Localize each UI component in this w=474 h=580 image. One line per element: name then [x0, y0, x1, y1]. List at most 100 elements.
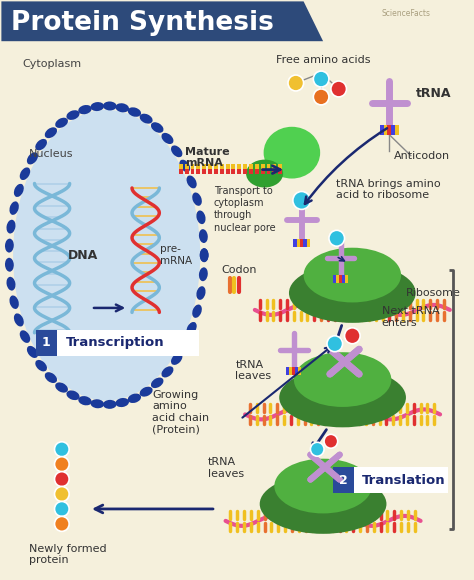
Ellipse shape [45, 372, 57, 383]
Text: tRNA: tRNA [416, 87, 451, 100]
Bar [273, 169, 276, 173]
Text: DNA: DNA [68, 249, 98, 262]
Text: Next tRNA
enters: Next tRNA enters [382, 306, 439, 328]
Text: Ribosome: Ribosome [406, 288, 461, 298]
Ellipse shape [91, 399, 104, 408]
Text: tRNA
leaves: tRNA leaves [208, 457, 244, 479]
Ellipse shape [20, 330, 30, 343]
Bar [255, 164, 259, 169]
Bar [387, 125, 392, 135]
Bar [342, 276, 345, 283]
Ellipse shape [91, 102, 104, 111]
Bar [214, 169, 218, 173]
Polygon shape [1, 1, 323, 41]
Circle shape [55, 442, 69, 456]
Bar [196, 169, 200, 173]
Bar [278, 164, 282, 169]
Bar [185, 169, 189, 173]
Ellipse shape [264, 127, 320, 179]
Bar [243, 164, 247, 169]
Text: Cytoplasm: Cytoplasm [23, 59, 82, 69]
Ellipse shape [303, 248, 401, 302]
Bar [237, 169, 241, 173]
Ellipse shape [192, 193, 202, 206]
Ellipse shape [78, 105, 91, 114]
Bar [36, 330, 57, 356]
Ellipse shape [116, 103, 129, 113]
Bar [231, 169, 236, 173]
Bar [231, 164, 236, 169]
Ellipse shape [151, 122, 164, 133]
Bar [220, 169, 224, 173]
Ellipse shape [180, 160, 190, 172]
Ellipse shape [171, 146, 182, 157]
Ellipse shape [171, 353, 182, 365]
Bar [286, 367, 289, 375]
Ellipse shape [55, 382, 68, 393]
Bar [333, 276, 336, 283]
Ellipse shape [200, 248, 209, 262]
Bar [278, 169, 282, 173]
Bar [345, 276, 348, 283]
Circle shape [55, 472, 69, 487]
Circle shape [327, 336, 343, 351]
Bar [380, 125, 383, 135]
Bar [202, 164, 206, 169]
Ellipse shape [103, 102, 117, 110]
Bar [214, 164, 218, 169]
Ellipse shape [45, 128, 57, 138]
Text: 2: 2 [339, 474, 348, 487]
Circle shape [324, 434, 337, 448]
Bar [293, 239, 297, 248]
Ellipse shape [279, 368, 406, 427]
Ellipse shape [187, 176, 197, 189]
Ellipse shape [27, 346, 38, 358]
Text: 1: 1 [42, 336, 51, 349]
Ellipse shape [140, 387, 153, 397]
Text: Newly formed
protein: Newly formed protein [29, 544, 106, 566]
Ellipse shape [14, 184, 24, 197]
Ellipse shape [274, 459, 372, 513]
Ellipse shape [14, 313, 24, 327]
Ellipse shape [55, 118, 68, 128]
Ellipse shape [187, 322, 197, 335]
Bar [339, 276, 342, 283]
Ellipse shape [260, 474, 386, 534]
Text: Translation: Translation [362, 474, 446, 487]
Bar [185, 164, 189, 169]
Bar [383, 125, 387, 135]
Bar [226, 169, 229, 173]
Ellipse shape [246, 160, 283, 187]
Ellipse shape [5, 238, 14, 252]
Ellipse shape [294, 352, 392, 407]
Bar [266, 169, 271, 173]
Ellipse shape [199, 229, 208, 243]
Bar [202, 169, 206, 173]
Ellipse shape [66, 390, 80, 400]
Bar [307, 239, 310, 248]
Bar [243, 169, 247, 173]
Ellipse shape [200, 248, 209, 262]
Bar [300, 239, 303, 248]
Bar [191, 164, 194, 169]
Ellipse shape [5, 258, 14, 271]
Ellipse shape [162, 133, 173, 144]
Ellipse shape [289, 263, 416, 323]
Circle shape [293, 191, 310, 209]
Ellipse shape [7, 277, 16, 291]
Ellipse shape [180, 338, 190, 351]
Circle shape [313, 89, 329, 105]
Circle shape [345, 328, 360, 344]
Bar [273, 164, 276, 169]
Ellipse shape [196, 286, 206, 300]
Circle shape [313, 71, 329, 87]
Bar [255, 169, 259, 173]
Bar [179, 164, 182, 169]
Ellipse shape [192, 304, 202, 318]
Bar [392, 125, 395, 135]
Bar [179, 169, 182, 173]
Bar [249, 169, 253, 173]
Ellipse shape [9, 295, 19, 309]
Ellipse shape [103, 400, 117, 409]
Text: Protein Synthesis: Protein Synthesis [11, 10, 274, 37]
